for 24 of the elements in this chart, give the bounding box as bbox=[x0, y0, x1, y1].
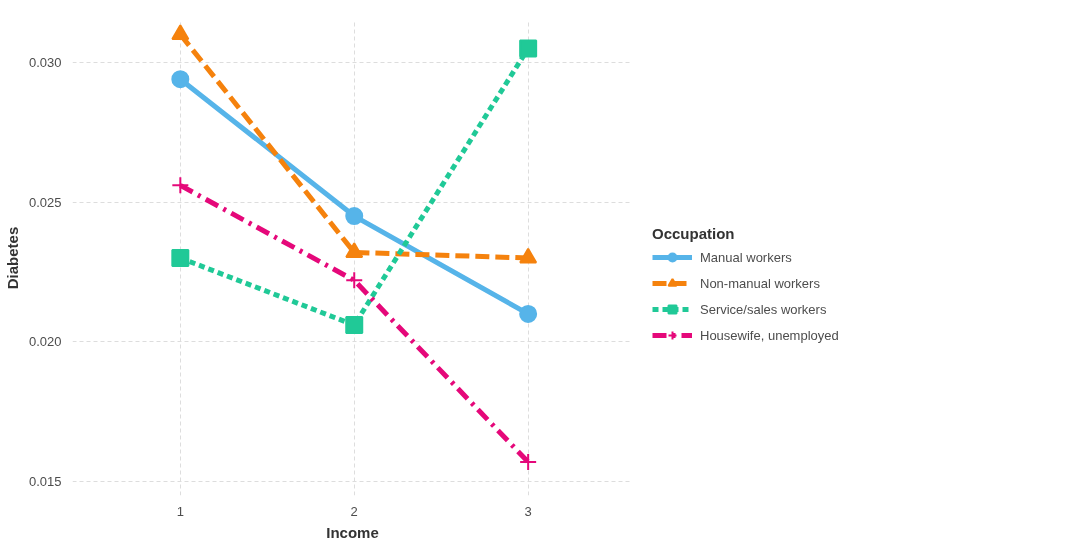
point bbox=[519, 452, 538, 471]
legend-label: Service/sales workers bbox=[700, 301, 827, 317]
point bbox=[519, 304, 538, 323]
y-tick-label: 0.015 bbox=[28, 474, 62, 490]
point bbox=[345, 207, 364, 226]
x-tick-label: 1 bbox=[176, 503, 184, 519]
legend-label: Non-manual workers bbox=[700, 275, 820, 291]
y-tick-label: 0.020 bbox=[28, 334, 62, 350]
y-axis-title: Diabetes bbox=[3, 226, 21, 290]
point bbox=[171, 249, 190, 267]
point bbox=[345, 316, 364, 335]
y-tick-label: 0.025 bbox=[28, 194, 62, 210]
legend-title: Occupation bbox=[652, 225, 736, 242]
point bbox=[345, 242, 364, 259]
legend-label: Housewife, unemployed bbox=[700, 327, 839, 343]
x-tick-label: 2 bbox=[350, 503, 358, 519]
legend-label: Manual workers bbox=[700, 249, 792, 265]
y-tick-label: 0.030 bbox=[28, 54, 62, 70]
point bbox=[171, 70, 190, 89]
x-axis-title: Income bbox=[326, 523, 379, 541]
x-tick-label: 3 bbox=[524, 503, 532, 519]
point bbox=[171, 176, 190, 195]
point bbox=[519, 39, 538, 58]
point bbox=[345, 271, 364, 290]
